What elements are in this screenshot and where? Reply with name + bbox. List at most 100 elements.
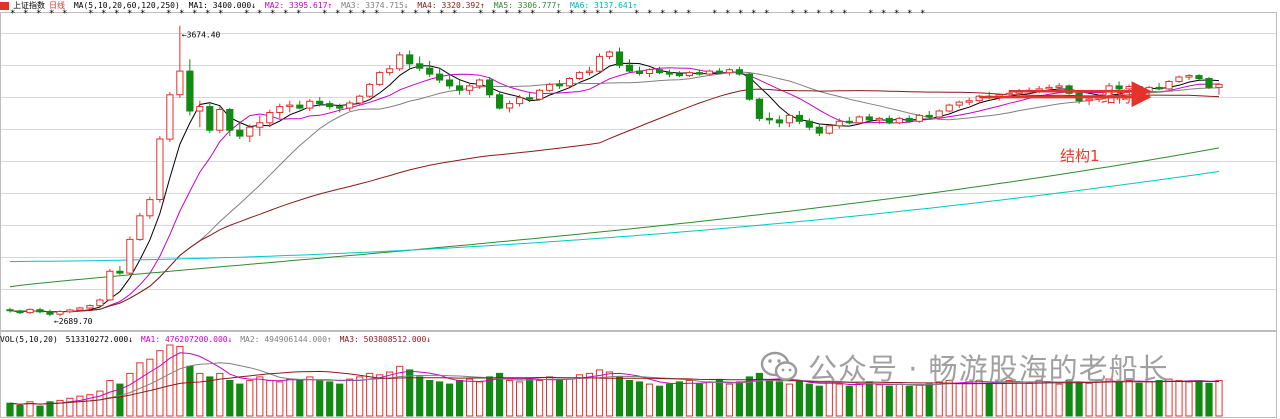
header-star: *	[127, 9, 132, 19]
header-star: *	[894, 9, 899, 19]
candle-body	[815, 126, 823, 134]
candle-body	[1085, 98, 1093, 102]
header-star: *	[335, 9, 340, 19]
volume-bar	[246, 380, 254, 417]
volume-bar	[845, 385, 853, 417]
candle-body	[875, 117, 883, 121]
volume-bar	[366, 372, 374, 417]
header-star: *	[62, 9, 67, 19]
header-star: *	[205, 9, 210, 19]
candle-body	[1165, 81, 1173, 90]
volume-bar	[915, 384, 923, 417]
candle-body	[1215, 83, 1223, 88]
candle-body	[196, 106, 204, 112]
volume-bar	[236, 383, 244, 417]
volume-bar	[755, 372, 763, 417]
volume-bar	[76, 395, 84, 417]
volume-bar	[695, 383, 703, 417]
volume-bar	[516, 381, 524, 417]
candle-body	[106, 270, 114, 301]
volume-bar	[1055, 383, 1063, 417]
vol-ma2-label: MA2: 494906144.000↑	[240, 335, 332, 344]
candle-body	[975, 95, 983, 102]
header-star: *	[400, 9, 405, 19]
structure1-label: 结构1	[1060, 147, 1100, 165]
volume-bar	[46, 401, 54, 417]
candle-body	[685, 72, 693, 77]
volume-bar	[735, 381, 743, 417]
vol-ma3-label: MA3: 503808512.000↓	[339, 335, 432, 344]
header-star: *	[179, 9, 184, 19]
candle-body	[655, 69, 664, 74]
candle-body	[36, 309, 44, 313]
volume-bar	[1185, 381, 1193, 417]
ma3-line	[9, 71, 1220, 313]
volume-bar	[216, 372, 224, 417]
header-star: *	[842, 9, 847, 19]
candle-body	[346, 102, 354, 109]
volume-bar	[426, 380, 434, 417]
candle-body	[66, 309, 74, 313]
volume-bar	[56, 399, 64, 417]
low-label: ←2689.70	[54, 317, 93, 326]
candle-body	[865, 116, 873, 121]
volume-bar	[496, 372, 504, 417]
volume-bar	[585, 372, 594, 417]
volume-bar	[206, 376, 214, 417]
volume-bar	[156, 350, 164, 417]
header-star: *	[569, 9, 574, 19]
header-star: *	[257, 9, 262, 19]
header-star: *	[595, 9, 600, 19]
candle-body	[1115, 85, 1123, 90]
candle-body	[396, 54, 404, 70]
index-icon	[0, 1, 9, 10]
candle-body	[286, 104, 294, 108]
candle-body	[486, 79, 494, 96]
candle-body	[585, 70, 594, 74]
header-star: *	[738, 9, 743, 19]
volume-bar	[1035, 380, 1043, 417]
volume-bar	[346, 378, 354, 417]
header-star: *	[712, 9, 717, 19]
candle-body	[645, 69, 654, 74]
ma3-label: MA3: 3374.715↓	[341, 1, 409, 10]
header-star: *	[166, 9, 171, 19]
candle-body	[276, 106, 284, 113]
volume-bar	[506, 380, 514, 417]
volume-bar	[575, 374, 584, 417]
volume-bar	[1085, 382, 1093, 417]
volume-bar	[685, 380, 693, 417]
volume-bar	[486, 376, 494, 417]
header-star: *	[868, 9, 873, 19]
candle-body	[665, 72, 674, 75]
header-star: *	[829, 9, 834, 19]
header-star: *	[439, 9, 444, 19]
candle-body	[26, 308, 34, 314]
header-star: *	[790, 9, 795, 19]
volume-bar	[905, 385, 913, 417]
volume-bar	[725, 383, 733, 417]
watermark: 公众号 · 畅游股海的老船长	[760, 345, 1169, 389]
candle-body	[236, 129, 244, 137]
volume-bar	[116, 383, 124, 417]
volume-bar	[96, 390, 104, 417]
candle-body	[166, 94, 174, 140]
candle-body	[925, 114, 933, 118]
header-star: *	[504, 9, 509, 19]
header-star: *	[608, 9, 613, 19]
candle-body	[1065, 85, 1073, 94]
candle-body	[915, 114, 923, 122]
header-star: *	[816, 9, 821, 19]
volume-bar	[805, 383, 813, 417]
volume-bar	[815, 385, 823, 417]
candle-body	[366, 83, 374, 97]
header-star: *	[374, 9, 379, 19]
volume-bar	[306, 376, 314, 417]
volume-bar	[1165, 378, 1173, 417]
ma6-line	[9, 171, 1220, 263]
volume-bar	[1155, 380, 1163, 417]
candle-body	[306, 100, 314, 109]
volume-bar	[635, 381, 644, 417]
volume-bar	[526, 378, 534, 417]
candle-body	[206, 106, 214, 131]
